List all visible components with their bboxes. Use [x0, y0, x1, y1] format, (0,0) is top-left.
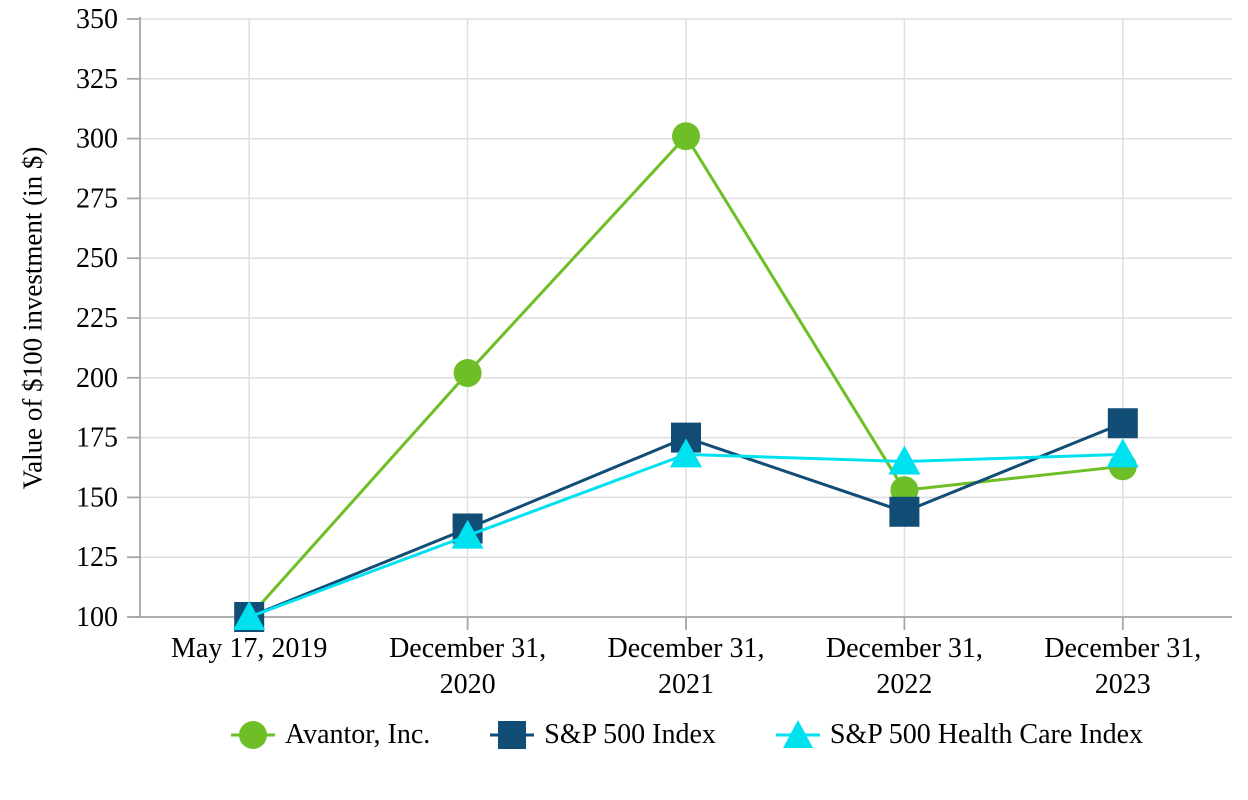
data-point-square — [889, 496, 920, 527]
data-point-circle — [453, 359, 482, 388]
y-tick-label: 300 — [76, 124, 118, 155]
plot-area: 100 125 150 175 200 225 250 275 300 325 350 May 17,… — [76, 4, 1232, 700]
y-tick-label: 250 — [76, 243, 118, 274]
data-point-circle — [672, 122, 700, 151]
x-tick-label: 2021 — [658, 669, 714, 700]
y-tick-label: 100 — [76, 602, 118, 633]
y-tick-label: 350 — [76, 4, 118, 35]
legend-label-healthcare: S&P 500 Health Care Index — [829, 719, 1144, 750]
x-tick-label: May 17, 2019 — [171, 633, 327, 664]
y-tick-label: 325 — [76, 64, 118, 95]
x-tick-label: December 31, — [826, 633, 983, 664]
legend-item-healthcare: S&P 500 Health Care Index — [774, 718, 1143, 752]
data-point-square — [1107, 408, 1138, 439]
legend-marker-glyph — [230, 721, 275, 749]
legend-marker-glyph — [490, 721, 535, 749]
y-tick-label: 175 — [76, 423, 118, 454]
x-tick-label: December 31, — [1044, 633, 1201, 664]
x-tick-label: 2022 — [876, 669, 932, 700]
data-point-triangle — [451, 519, 484, 549]
legend-label-sp500: S&P 500 Index — [544, 719, 716, 750]
healthcare-triangle-icon — [774, 718, 822, 752]
legend-triangle — [782, 720, 813, 748]
data-point-triangle — [233, 601, 266, 630]
x-tick-label: December 31, — [389, 633, 546, 664]
x-tick-label: 2020 — [440, 669, 496, 700]
data-point-triangle — [670, 438, 702, 468]
y-tick-label: 225 — [76, 303, 118, 334]
y-tick-label: 200 — [76, 363, 118, 394]
y-tick-label: 125 — [76, 542, 118, 573]
y-tick-label: 275 — [76, 183, 118, 214]
series-healthcare — [233, 438, 1139, 630]
data-point-triangle — [1106, 438, 1139, 468]
x-tick-label: 2023 — [1095, 669, 1151, 700]
y-tick-label: 150 — [76, 482, 118, 513]
legend-marker-glyph — [775, 720, 820, 748]
legend: Avantor, Inc. S&P 500 Index S&P 500 Heal… — [140, 718, 1232, 752]
legend-circle — [238, 721, 267, 749]
data-point-triangle — [888, 445, 921, 475]
legend-square — [498, 721, 527, 749]
legend-label-avantor: Avantor, Inc. — [284, 719, 431, 750]
x-tick-label: December 31, — [607, 633, 764, 664]
sp500-square-icon — [488, 718, 536, 752]
legend-item-avantor: Avantor, Inc. — [229, 718, 430, 752]
avantor-circle-icon — [229, 718, 277, 752]
legend-item-sp500: S&P 500 Index — [488, 718, 716, 752]
